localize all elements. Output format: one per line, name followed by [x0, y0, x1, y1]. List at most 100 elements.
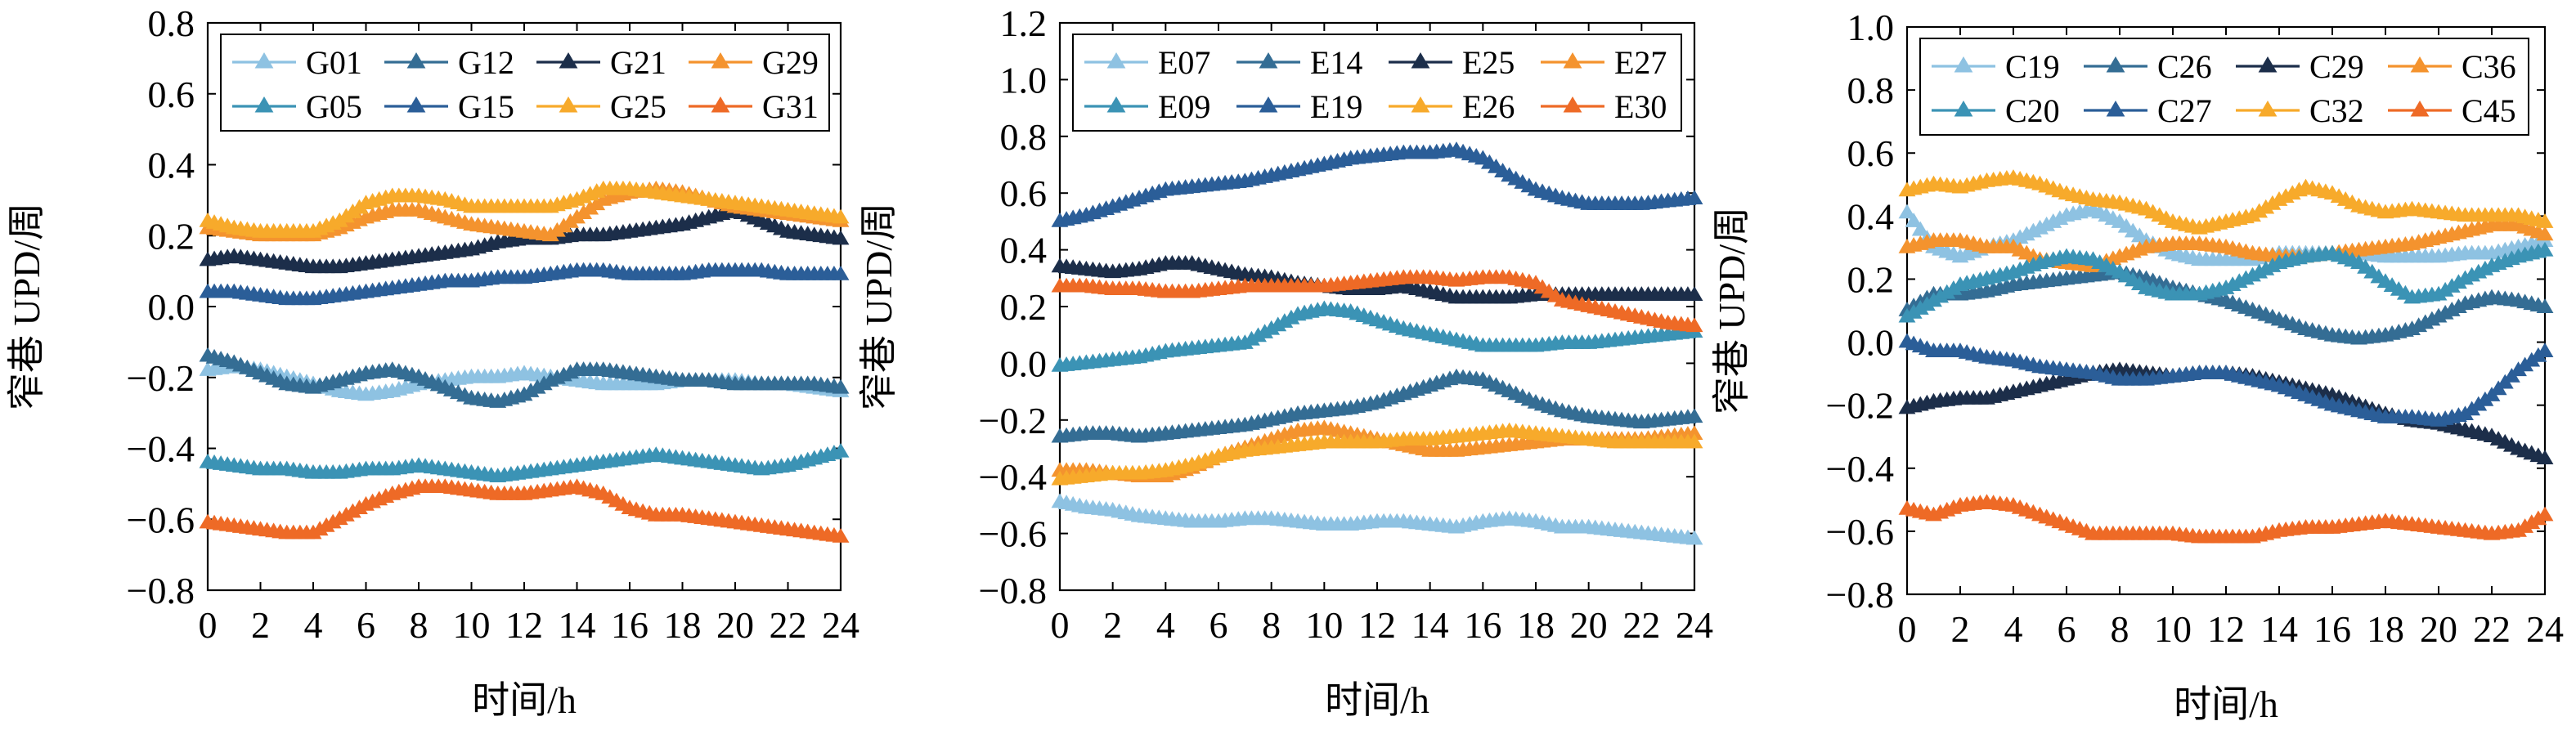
- y-tick-label: 0.8: [1847, 69, 1895, 111]
- point-C20: [1905, 303, 1923, 319]
- x-tick-label: 14: [2260, 608, 2298, 650]
- y-tick-label: 0.6: [1000, 172, 1048, 214]
- y-tick-label: −0.2: [127, 357, 195, 399]
- legend-entry-E25: E25: [1389, 44, 1515, 81]
- y-axis-label: 窄巷 UPD/周: [858, 203, 900, 410]
- legend-label: G01: [306, 44, 362, 81]
- x-tick-label: 24: [822, 604, 859, 646]
- x-tick-label: 14: [559, 604, 596, 646]
- point-C45: [2536, 506, 2554, 522]
- legend-label: E27: [1614, 44, 1667, 81]
- x-tick-label: 16: [1464, 604, 1501, 646]
- legend-marker: [2258, 101, 2278, 117]
- x-tick-label: 10: [2154, 608, 2192, 650]
- x-tick-label: 10: [1305, 604, 1343, 646]
- x-tick-label: 12: [505, 604, 543, 646]
- legend-entry-C20: C20: [1932, 92, 2060, 129]
- point-C32: [2251, 203, 2269, 218]
- point-C27: [2536, 343, 2554, 357]
- point-C20: [2536, 241, 2554, 257]
- legend-marker: [254, 52, 274, 69]
- legend-entry-G15: G15: [384, 88, 514, 125]
- x-tick-label: 12: [2207, 608, 2245, 650]
- legend-marker: [406, 52, 426, 69]
- legend-entry-G05: G05: [232, 88, 362, 125]
- point-C20: [2443, 278, 2461, 293]
- point-C19: [1911, 221, 1929, 236]
- x-tick-label: 8: [410, 604, 429, 646]
- legend-entry-E09: E09: [1084, 88, 1210, 125]
- x-tick-label: 6: [2058, 608, 2076, 650]
- point-E30: [1685, 317, 1703, 333]
- legend-entry-E14: E14: [1236, 44, 1362, 81]
- legend-entry-C29: C29: [2236, 48, 2364, 85]
- legend-entry-G01: G01: [232, 44, 362, 81]
- point-C20: [1911, 300, 1929, 315]
- x-tick-label: 22: [1622, 604, 1660, 646]
- legend-marker: [1563, 52, 1582, 69]
- legend-entry-E27: E27: [1541, 44, 1667, 81]
- legend-marker: [711, 96, 730, 113]
- series-line-C27: [1906, 341, 2546, 423]
- y-tick-label: −0.6: [1826, 511, 1894, 553]
- y-tick-label: −0.8: [127, 570, 195, 611]
- legend-entry-C45: C45: [2388, 92, 2516, 129]
- legend: E07 E14 E25 E27 E09 E19 E26 E30: [1072, 34, 1682, 132]
- x-tick-label: 2: [251, 604, 270, 646]
- series-G25: [199, 180, 850, 238]
- x-tick-label: 16: [611, 604, 648, 646]
- legend-label: C45: [2462, 92, 2516, 129]
- y-tick-label: −0.6: [979, 513, 1047, 555]
- series-E19: [1051, 141, 1703, 227]
- chart-panel-left: 0 2 4 6 8 10 12 14 16 18 20 22 24−0.8−0.6−0.4−0.20.0…: [6, 2, 859, 721]
- point-E07: [1685, 530, 1703, 545]
- point-E27: [1685, 425, 1703, 440]
- y-tick-label: 1.0: [1847, 7, 1895, 48]
- point-G15: [832, 265, 850, 280]
- legend-entry-E30: E30: [1541, 88, 1667, 125]
- legend-label: E25: [1462, 44, 1515, 81]
- legend-label: C36: [2462, 48, 2516, 85]
- legend-marker: [2106, 101, 2125, 117]
- legend-marker: [1259, 96, 1278, 113]
- point-E19: [1685, 190, 1703, 204]
- chart-panel-middle: 0 2 4 6 8 10 12 14 16 18 20 22 24−0.8−0.6−0.4−0.20.0…: [858, 2, 1713, 721]
- legend-label: E14: [1310, 44, 1362, 81]
- point-C20: [1932, 288, 1950, 303]
- legend-marker: [1106, 52, 1126, 69]
- legend-entry-G21: G21: [536, 44, 666, 81]
- point-C45: [2510, 522, 2527, 537]
- legend-label: G29: [762, 44, 819, 81]
- y-tick-label: 1.2: [1000, 2, 1048, 44]
- legend-label: G12: [458, 44, 514, 81]
- x-tick-label: 24: [2526, 608, 2564, 650]
- legend-label: G25: [610, 88, 666, 125]
- y-tick-label: 0.0: [1847, 322, 1895, 364]
- legend-label: G21: [610, 44, 666, 81]
- y-tick-label: 0.8: [1000, 116, 1048, 158]
- point-C20: [1938, 284, 1956, 299]
- y-tick-label: −0.8: [1826, 574, 1894, 616]
- point-C20: [2449, 274, 2467, 289]
- legend-entry-E26: E26: [1389, 88, 1515, 125]
- legend-label: G31: [762, 88, 819, 125]
- y-tick-label: 0.8: [148, 2, 195, 44]
- point-G12: [832, 378, 850, 394]
- legend: G01 G12 G21 G29 G05 G15 G25 G31: [220, 34, 830, 132]
- x-tick-label: 18: [664, 604, 702, 646]
- y-tick-label: 0.4: [148, 145, 195, 186]
- point-E25: [1685, 286, 1703, 301]
- legend-label: E09: [1158, 88, 1210, 125]
- point-C45: [2523, 514, 2541, 530]
- legend: C19 C26 C29 C36 C20 C27 C32 C45: [1919, 38, 2529, 136]
- legend-label: C29: [2309, 48, 2364, 85]
- x-tick-label: 0: [1051, 604, 1070, 646]
- point-C29: [2536, 450, 2554, 465]
- legend-label: E30: [1614, 88, 1667, 125]
- y-tick-label: −0.8: [979, 570, 1047, 611]
- y-axis-label: 窄巷 UPD/周: [6, 203, 47, 410]
- point-G25: [832, 208, 850, 224]
- x-tick-label: 0: [199, 604, 218, 646]
- legend-label: C26: [2157, 48, 2212, 85]
- point-E26: [1685, 433, 1703, 449]
